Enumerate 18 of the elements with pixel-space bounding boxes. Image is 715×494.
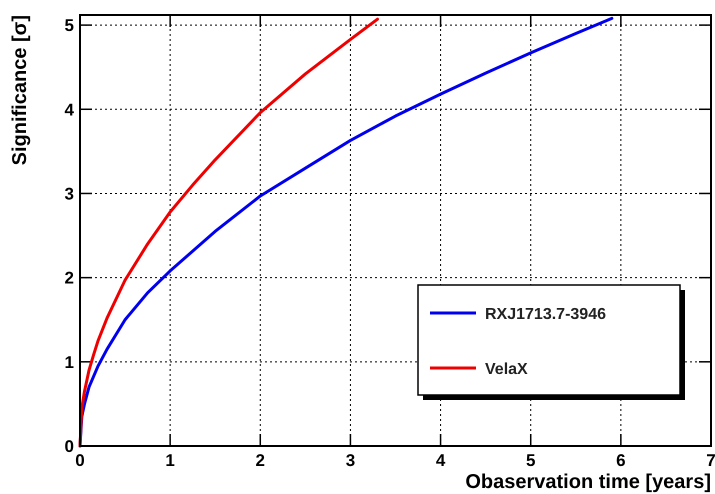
line-series <box>78 18 379 448</box>
y-tick-label: 2 <box>64 268 74 288</box>
x-tick-label: 3 <box>346 451 356 470</box>
y-tick-label: 5 <box>64 16 74 36</box>
x-tick-label: 5 <box>526 451 536 470</box>
y-tick-label: 3 <box>64 184 74 204</box>
y-tick-label: 1 <box>64 352 74 372</box>
legend-label: VelaX <box>485 361 528 378</box>
x-tick-label: 2 <box>256 451 266 470</box>
y-tick-label: 0 <box>64 437 74 456</box>
x-tick-label: 4 <box>436 451 446 470</box>
x-tick-label: 7 <box>706 451 715 470</box>
y-tick-label: 4 <box>64 100 75 120</box>
legend-label: RXJ1713.7-3946 <box>485 306 606 323</box>
x-axis-title: Obaservation time [years] <box>465 471 711 493</box>
y-axis-title: Significance [σ] <box>9 15 31 166</box>
x-tick-label: 6 <box>616 451 626 470</box>
x-tick-label: 1 <box>165 451 175 470</box>
